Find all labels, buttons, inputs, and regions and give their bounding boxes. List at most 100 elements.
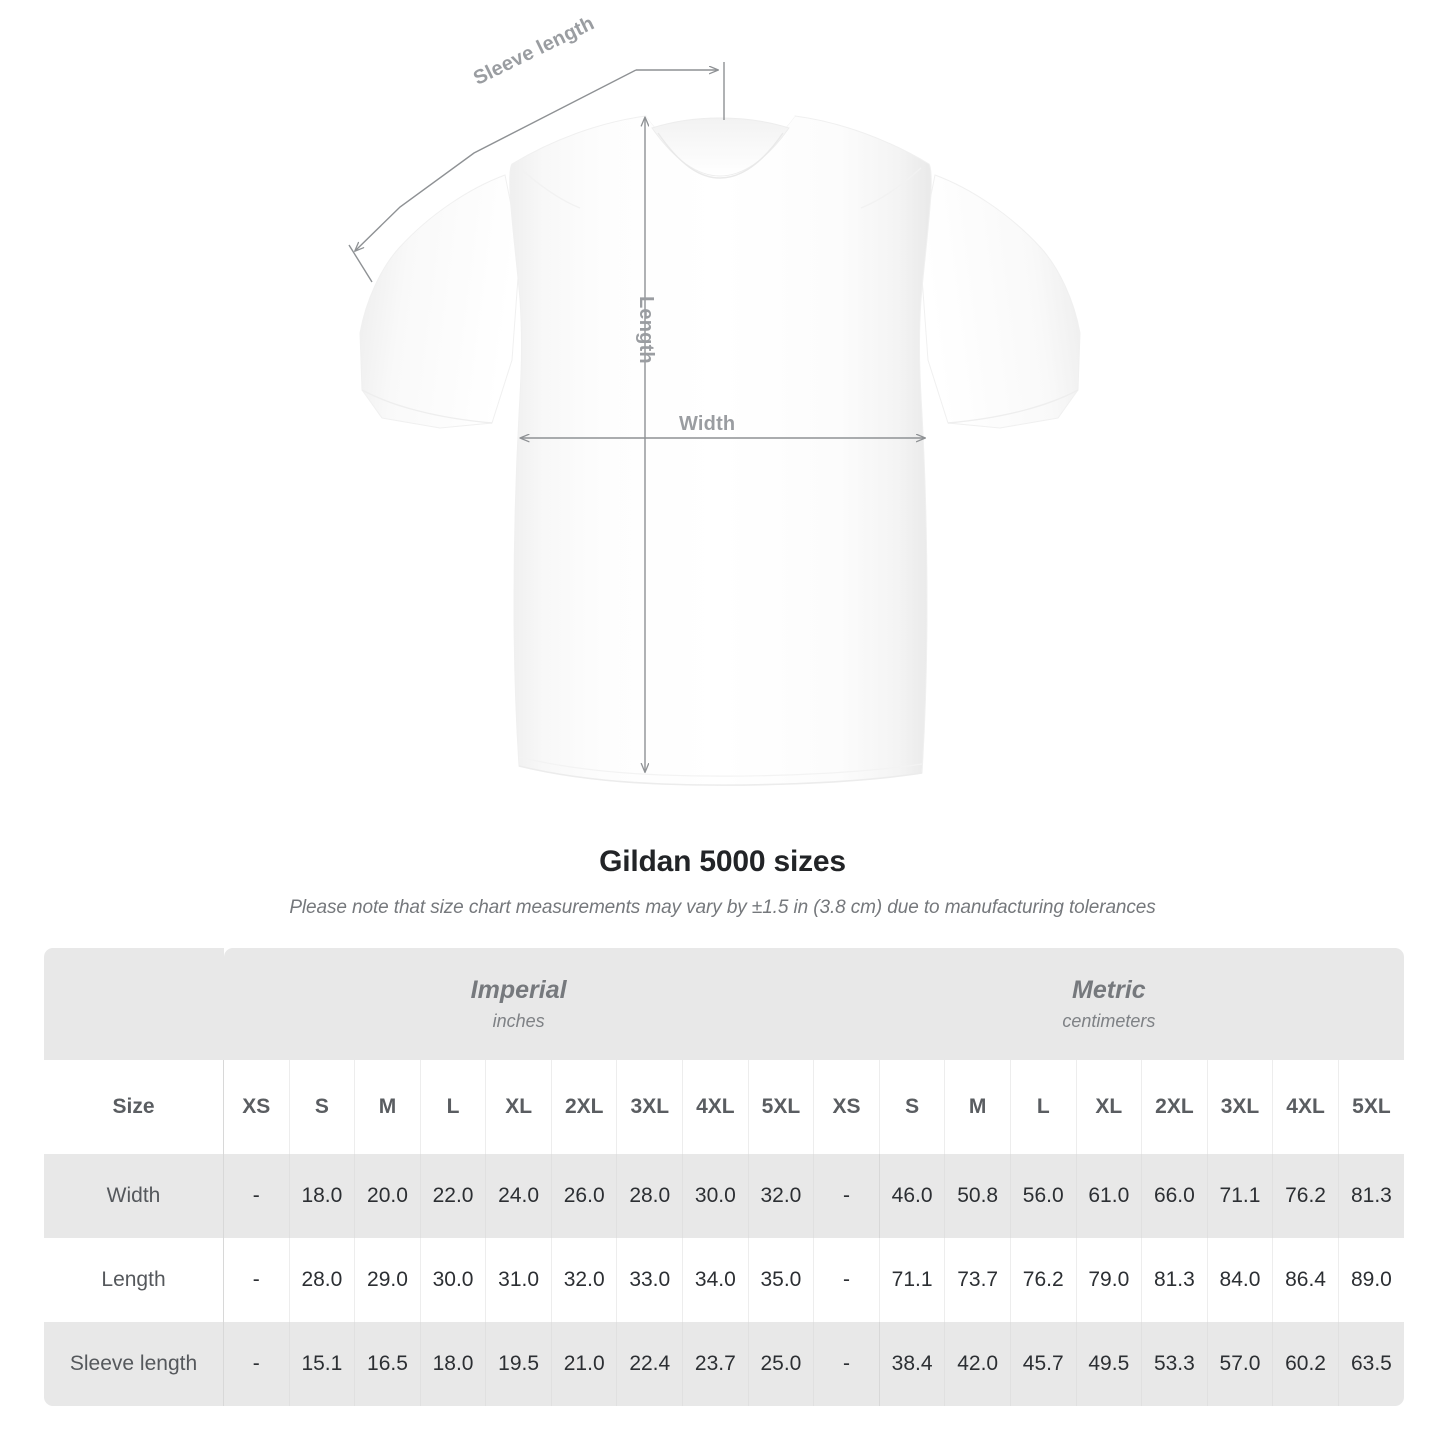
size-header-imperial-xl: XL [485, 1060, 552, 1154]
cell-length-imperial-xl: 31.0 [485, 1238, 552, 1322]
unit-subtitle: centimeters [1062, 1010, 1156, 1031]
row-label-width: Width [44, 1154, 225, 1238]
cell-sleeve-length-imperial-2xl: 21.0 [551, 1322, 618, 1406]
cell-sleeve-length-metric-l: 45.7 [1010, 1322, 1077, 1406]
cell-width-imperial-3xl: 28.0 [616, 1154, 684, 1238]
cell-length-metric-5xl: 89.0 [1338, 1238, 1404, 1322]
cell-sleeve-length-metric-s: 38.4 [879, 1322, 946, 1406]
row-label-sleeve-length: Sleeve length [44, 1322, 225, 1406]
cell-length-imperial-xs: - [223, 1238, 290, 1322]
size-header-imperial-m: M [354, 1060, 421, 1154]
bottom-hem [518, 765, 923, 786]
size-header-metric-xs: XS [813, 1060, 880, 1154]
tshirt-torso [509, 115, 932, 786]
cell-sleeve-length-imperial-m: 16.5 [354, 1322, 421, 1406]
cell-width-imperial-xl: 24.0 [485, 1154, 552, 1238]
size-header-metric-3xl: 3XL [1207, 1060, 1274, 1154]
size-header-metric-s: S [879, 1060, 946, 1154]
size-header-metric-m: M [944, 1060, 1011, 1154]
cell-width-metric-5xl: 81.3 [1338, 1154, 1404, 1238]
cell-sleeve-length-metric-4xl: 60.2 [1272, 1322, 1339, 1406]
size-header-metric-2xl: 2XL [1141, 1060, 1208, 1154]
cell-width-metric-l: 56.0 [1010, 1154, 1077, 1238]
unit-header-imperial: Imperial inches [223, 948, 814, 1060]
tshirt-body-group [359, 107, 1081, 786]
cell-length-metric-4xl: 86.4 [1272, 1238, 1339, 1322]
title-block: Gildan 5000 sizes Please note that size … [0, 845, 1445, 919]
cell-length-imperial-3xl: 33.0 [616, 1238, 684, 1322]
collar-inner-line [657, 132, 784, 179]
cell-sleeve-length-metric-3xl: 57.0 [1207, 1322, 1274, 1406]
cell-width-metric-4xl: 76.2 [1272, 1154, 1339, 1238]
size-header-metric-4xl: 4XL [1272, 1060, 1339, 1154]
tshirt-illustration [348, 62, 1081, 786]
cell-width-metric-2xl: 66.0 [1141, 1154, 1208, 1238]
cell-length-metric-2xl: 81.3 [1141, 1238, 1208, 1322]
cell-sleeve-length-metric-5xl: 63.5 [1338, 1322, 1404, 1406]
right-sleeve [919, 174, 1081, 429]
cell-sleeve-length-metric-2xl: 53.3 [1141, 1322, 1208, 1406]
cell-sleeve-length-imperial-s: 15.1 [289, 1322, 356, 1406]
cell-sleeve-length-imperial-4xl: 23.7 [682, 1322, 749, 1406]
size-header-metric-l: L [1010, 1060, 1077, 1154]
size-column-header: Size [44, 1060, 225, 1154]
unit-band-spacer [44, 948, 224, 1060]
size-header-imperial-xs: XS [223, 1060, 290, 1154]
collar-rib [651, 117, 790, 177]
cell-sleeve-length-metric-xs: - [813, 1322, 880, 1406]
cell-length-imperial-5xl: 35.0 [748, 1238, 815, 1322]
cell-width-imperial-xs: - [223, 1154, 290, 1238]
cell-width-metric-xs: - [813, 1154, 880, 1238]
sleeve-end-tick [348, 244, 373, 283]
size-header-imperial-4xl: 4XL [682, 1060, 749, 1154]
cell-length-imperial-s: 28.0 [289, 1238, 356, 1322]
unit-header-metric: Metric centimeters [813, 948, 1404, 1060]
cell-length-metric-s: 71.1 [879, 1238, 946, 1322]
size-header-imperial-l: L [420, 1060, 487, 1154]
cell-length-metric-3xl: 84.0 [1207, 1238, 1274, 1322]
cell-width-imperial-l: 22.0 [420, 1154, 487, 1238]
cell-sleeve-length-imperial-xl: 19.5 [485, 1322, 552, 1406]
row-label-length: Length [44, 1238, 225, 1322]
size-header-metric-5xl: 5XL [1338, 1060, 1404, 1154]
cell-sleeve-length-metric-xl: 49.5 [1076, 1322, 1143, 1406]
cell-length-metric-xs: - [813, 1238, 880, 1322]
cell-length-metric-m: 73.7 [944, 1238, 1011, 1322]
bottom-hem-inner [518, 756, 923, 777]
cell-width-imperial-s: 18.0 [289, 1154, 356, 1238]
size-chart-table-wrap: Imperial inches Metric centimeters Size XS S M L… [44, 948, 1404, 1406]
cell-length-metric-xl: 79.0 [1076, 1238, 1143, 1322]
unit-name: Metric [1072, 976, 1146, 1005]
size-header-imperial-s: S [289, 1060, 356, 1154]
cell-sleeve-length-imperial-xs: - [223, 1322, 290, 1406]
left-sleeve [359, 174, 521, 429]
size-chart-table: Imperial inches Metric centimeters Size XS S M L… [44, 948, 1404, 1406]
table-row: Sleeve length -15.1 16.5 18.0 19.5 21.0 22.4 23… [44, 1322, 1404, 1406]
cell-width-metric-xl: 61.0 [1076, 1154, 1143, 1238]
tshirt-diagram: Sleeve length Length Width [348, 12, 1081, 786]
cell-sleeve-length-imperial-3xl: 22.4 [616, 1322, 684, 1406]
cell-sleeve-length-imperial-l: 18.0 [420, 1322, 487, 1406]
cell-width-metric-m: 50.8 [944, 1154, 1011, 1238]
cell-width-metric-3xl: 71.1 [1207, 1154, 1274, 1238]
size-header-imperial-2xl: 2XL [551, 1060, 618, 1154]
cell-width-imperial-2xl: 26.0 [551, 1154, 618, 1238]
left-sleeve-hem [361, 389, 493, 424]
dimension-lines [348, 62, 925, 772]
tolerance-note: Please note that size chart measurements… [289, 897, 1156, 918]
cell-length-imperial-4xl: 34.0 [682, 1238, 749, 1322]
cell-width-imperial-4xl: 30.0 [682, 1154, 749, 1238]
sleeve-diagonal-line [355, 69, 637, 251]
table-row: Length -28.0 29.0 30.0 31.0 32.0 33.0 34.0 35.0-… [44, 1238, 1404, 1322]
cell-length-imperial-2xl: 32.0 [551, 1238, 618, 1322]
unit-name: Imperial [470, 976, 567, 1005]
unit-subtitle: inches [492, 1010, 545, 1031]
size-header-imperial-3xl: 3XL [616, 1060, 684, 1154]
size-header-metric-xl: XL [1076, 1060, 1143, 1154]
cell-length-imperial-l: 30.0 [420, 1238, 487, 1322]
left-shoulder-seam [519, 167, 581, 209]
cell-sleeve-length-metric-m: 42.0 [944, 1322, 1011, 1406]
unit-band-row: Imperial inches Metric centimeters [44, 948, 1404, 1060]
cell-width-metric-s: 46.0 [879, 1154, 946, 1238]
table-row: Width -18.0 20.0 22.0 24.0 26.0 28.0 30.0 32.0-4… [44, 1154, 1404, 1238]
